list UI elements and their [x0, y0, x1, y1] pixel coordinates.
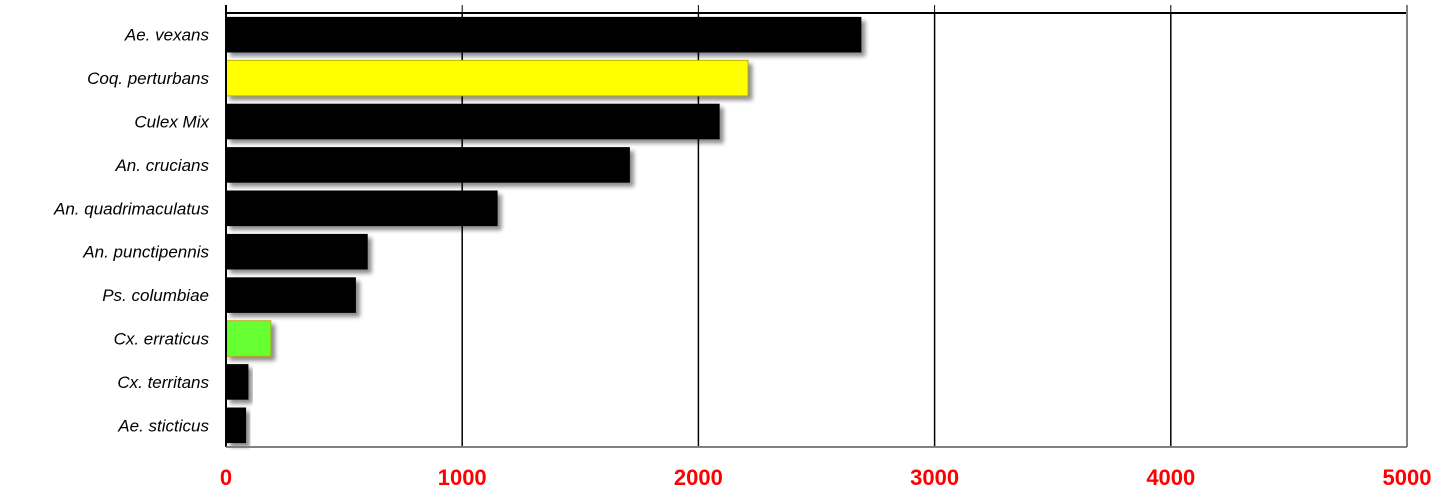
bar [226, 190, 498, 227]
x-tick-labels: 0 1000 2000 3000 4000 5000 [220, 465, 1432, 490]
category-label: Culex Mix [134, 113, 209, 132]
x-tick-label: 0 [220, 465, 232, 490]
category-label: Ae. vexans [124, 26, 210, 45]
bar [226, 277, 356, 313]
category-label: An. crucians [114, 156, 209, 175]
bar [226, 16, 862, 53]
x-tick-label: 5000 [1383, 465, 1432, 490]
bar [225, 59, 749, 97]
bars [225, 16, 862, 444]
category-label: Ae. sticticus [117, 416, 209, 435]
x-tick-label: 2000 [674, 465, 723, 490]
category-label: Ps. columbiae [102, 286, 209, 305]
axes [225, 5, 1408, 448]
bar [226, 233, 368, 270]
bar [226, 147, 630, 183]
category-label: Cx. erraticus [114, 330, 210, 349]
category-label: Coq. perturbans [87, 69, 209, 88]
bar [226, 364, 249, 400]
category-label: An. quadrimaculatus [53, 199, 209, 218]
category-label: An. punctipennis [82, 243, 209, 262]
bar [226, 103, 720, 140]
x-tick-label: 1000 [438, 465, 487, 490]
category-labels: Ae. vexans Coq. perturbans Culex Mix An. cr… [53, 26, 209, 436]
bar [225, 320, 272, 357]
x-tick-label: 3000 [910, 465, 959, 490]
category-label: Cx. territans [117, 373, 209, 392]
bar [226, 407, 247, 444]
x-tick-label: 4000 [1146, 465, 1195, 490]
